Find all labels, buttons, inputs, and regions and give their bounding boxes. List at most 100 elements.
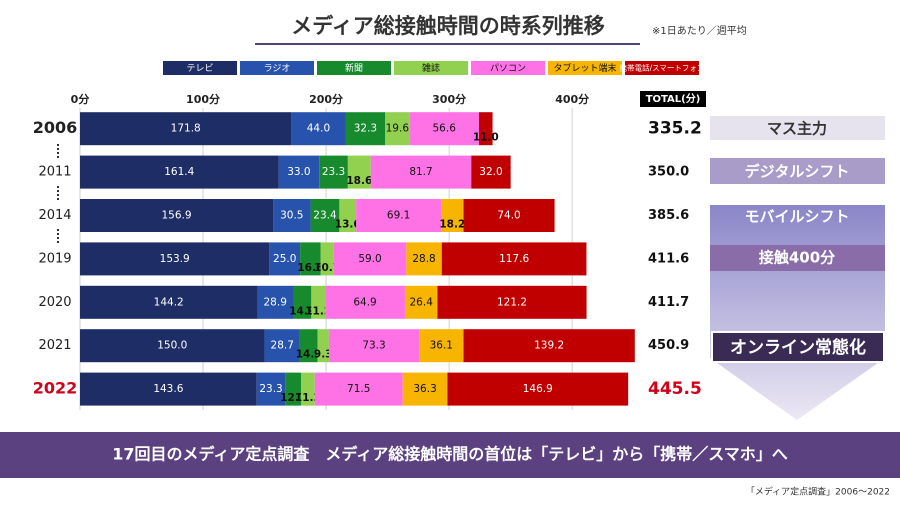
value-label: 28.9 — [264, 296, 287, 308]
banner — [0, 432, 900, 478]
stage-label: モバイルシフト — [744, 208, 849, 226]
bar-segment — [419, 329, 464, 363]
stage-arrow — [710, 205, 885, 420]
total-label: 450.9 — [648, 338, 689, 353]
bar-segment — [320, 242, 334, 276]
x-tick-label: 0分 — [71, 92, 90, 106]
bar-segment — [80, 199, 274, 232]
bar-segment — [269, 242, 301, 276]
value-label: 146.9 — [523, 383, 553, 395]
y-tick-label: 2006 — [33, 118, 78, 137]
total-header-box — [640, 91, 706, 107]
legend-label: 新聞 — [345, 62, 363, 74]
value-label: 10.7 — [314, 262, 340, 274]
y-tick-label: 2011 — [38, 165, 71, 180]
value-label: 161.4 — [164, 166, 194, 178]
stage-box — [710, 245, 885, 271]
legend-label: パソコン — [490, 63, 526, 74]
total-label: 385.6 — [648, 208, 689, 223]
bar-segment — [292, 285, 312, 319]
stage-box — [710, 158, 885, 184]
value-label: 81.7 — [409, 166, 432, 178]
value-label: 139.2 — [534, 340, 564, 352]
legend-swatch — [625, 61, 699, 75]
value-label: 36.3 — [413, 383, 436, 395]
bar-segment — [273, 199, 311, 232]
bar-segment — [447, 372, 629, 406]
value-label: 14.9 — [289, 305, 315, 317]
total-label: 411.6 — [648, 251, 689, 266]
bar-segment — [402, 372, 448, 406]
stage-label: 接触400分 — [759, 249, 835, 267]
bar-segment — [80, 285, 258, 319]
value-label: 28.8 — [412, 253, 435, 265]
bar-segment — [479, 112, 493, 146]
x-tick-label: 300分 — [432, 92, 466, 106]
banner-text: 17回目のメディア定点調査 メディア総接触時間の首位は「テレビ」から「携帯／スマ… — [112, 445, 788, 464]
subtitle: ※1日あたり／週平均 — [652, 25, 747, 37]
stage-label: マス主力 — [767, 120, 827, 138]
value-label: 11.0 — [473, 132, 499, 144]
legend-label: テレビ — [186, 63, 213, 74]
source: 「メディア定点調査」2006～2022 — [746, 486, 890, 498]
value-label: 30.5 — [280, 210, 303, 222]
bar-segment — [437, 285, 587, 319]
bar-segment — [325, 285, 405, 319]
bar-segment — [409, 112, 480, 146]
legend-swatch — [163, 61, 237, 75]
bar-segment — [314, 372, 403, 406]
bar-segment — [291, 112, 346, 146]
stage-box — [710, 116, 885, 140]
value-label: 117.6 — [499, 253, 529, 265]
bar-segment — [385, 112, 410, 146]
value-label: 59.0 — [358, 253, 381, 265]
value-label: 26.4 — [410, 296, 434, 308]
legend-swatch — [240, 61, 314, 75]
value-label: 74.0 — [497, 210, 520, 222]
bar-segment — [356, 199, 442, 232]
bar-segment — [310, 199, 340, 232]
bar-segment — [80, 372, 257, 406]
bar-segment — [404, 285, 438, 319]
value-label: 73.3 — [362, 340, 385, 352]
total-label: 411.7 — [648, 295, 689, 310]
x-tick-label: 100分 — [186, 92, 220, 106]
x-tick-label: 200分 — [309, 92, 343, 106]
bar-segment — [256, 372, 286, 406]
value-label: 11.2 — [305, 305, 331, 317]
value-label: 171.8 — [171, 123, 201, 135]
value-label: 16.6 — [297, 262, 323, 274]
value-label: 11.2 — [295, 392, 321, 404]
value-label: 19.6 — [386, 123, 410, 135]
y-tick-label: 2020 — [38, 295, 71, 310]
value-label: 153.9 — [160, 253, 190, 265]
value-label: 23.3 — [259, 383, 282, 395]
value-label: 44.0 — [307, 123, 330, 135]
value-label: 32.3 — [354, 123, 377, 135]
bar-segment — [328, 329, 420, 363]
legend-label: 雑誌 — [422, 62, 440, 74]
value-label: 150.0 — [157, 340, 187, 352]
value-label: 143.6 — [153, 383, 183, 395]
bar-segment — [471, 155, 511, 189]
bar-segment — [345, 112, 386, 146]
value-label: 33.0 — [287, 166, 310, 178]
bar-segment — [80, 242, 270, 276]
value-label: 64.9 — [353, 296, 376, 308]
bar-segment — [441, 242, 587, 276]
legend-swatch — [471, 61, 545, 75]
bar-segment — [80, 155, 279, 189]
value-label: 71.5 — [347, 383, 370, 395]
total-label: 445.5 — [648, 379, 702, 399]
value-label: 18.2 — [439, 219, 465, 231]
bar-segment — [339, 199, 357, 232]
bar-segment — [319, 155, 348, 189]
bar-segment — [463, 199, 555, 232]
bar-segment — [299, 329, 318, 363]
x-tick-label: 400分 — [555, 92, 589, 106]
y-tick-label: 2022 — [33, 379, 78, 398]
legend-swatch — [317, 61, 391, 75]
value-label: 144.2 — [154, 296, 184, 308]
value-label: 12.7 — [280, 392, 306, 404]
